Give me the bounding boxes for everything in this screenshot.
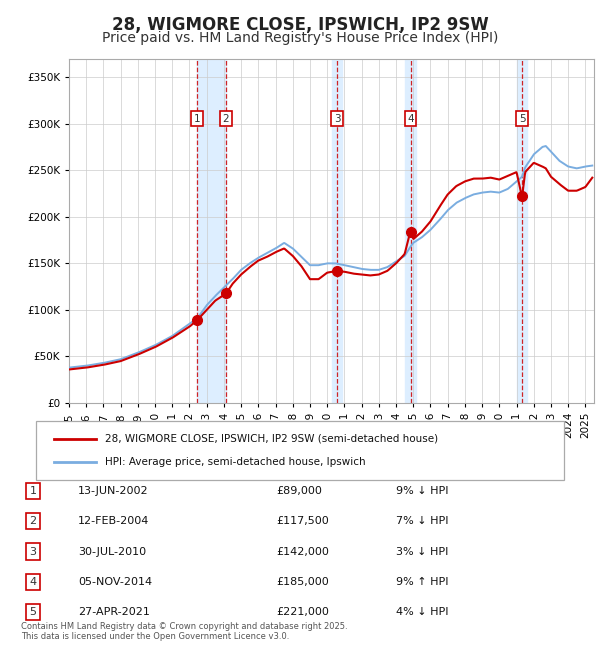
Text: 2: 2 <box>223 114 229 124</box>
Text: 3: 3 <box>29 547 37 556</box>
Text: £89,000: £89,000 <box>276 486 322 496</box>
Text: £142,000: £142,000 <box>276 547 329 556</box>
Text: 13-JUN-2002: 13-JUN-2002 <box>78 486 149 496</box>
Text: Contains HM Land Registry data © Crown copyright and database right 2025.
This d: Contains HM Land Registry data © Crown c… <box>21 622 347 642</box>
Text: Price paid vs. HM Land Registry's House Price Index (HPI): Price paid vs. HM Land Registry's House … <box>102 31 498 46</box>
Text: 5: 5 <box>519 114 526 124</box>
Text: 4% ↓ HPI: 4% ↓ HPI <box>396 607 449 617</box>
Text: £117,500: £117,500 <box>276 516 329 526</box>
Text: 2: 2 <box>29 516 37 526</box>
Bar <box>517 58 527 403</box>
Text: £185,000: £185,000 <box>276 577 329 587</box>
Bar <box>197 58 226 403</box>
Text: 05-NOV-2014: 05-NOV-2014 <box>78 577 152 587</box>
Text: 27-APR-2021: 27-APR-2021 <box>78 607 150 617</box>
Text: 30-JUL-2010: 30-JUL-2010 <box>78 547 146 556</box>
Text: 7% ↓ HPI: 7% ↓ HPI <box>396 516 449 526</box>
Bar <box>406 58 416 403</box>
Text: 9% ↑ HPI: 9% ↑ HPI <box>396 577 449 587</box>
FancyBboxPatch shape <box>36 421 564 480</box>
Text: 1: 1 <box>194 114 200 124</box>
Text: 28, WIGMORE CLOSE, IPSWICH, IP2 9SW (semi-detached house): 28, WIGMORE CLOSE, IPSWICH, IP2 9SW (sem… <box>105 434 438 444</box>
Text: 3% ↓ HPI: 3% ↓ HPI <box>396 547 448 556</box>
Text: 4: 4 <box>29 577 37 587</box>
Bar <box>332 58 343 403</box>
Text: 28, WIGMORE CLOSE, IPSWICH, IP2 9SW: 28, WIGMORE CLOSE, IPSWICH, IP2 9SW <box>112 16 488 34</box>
Text: 12-FEB-2004: 12-FEB-2004 <box>78 516 149 526</box>
Text: 5: 5 <box>29 607 37 617</box>
Text: 1: 1 <box>29 486 37 496</box>
Text: 4: 4 <box>407 114 414 124</box>
Text: 9% ↓ HPI: 9% ↓ HPI <box>396 486 449 496</box>
Text: 3: 3 <box>334 114 340 124</box>
Text: HPI: Average price, semi-detached house, Ipswich: HPI: Average price, semi-detached house,… <box>105 458 365 467</box>
Text: £221,000: £221,000 <box>276 607 329 617</box>
